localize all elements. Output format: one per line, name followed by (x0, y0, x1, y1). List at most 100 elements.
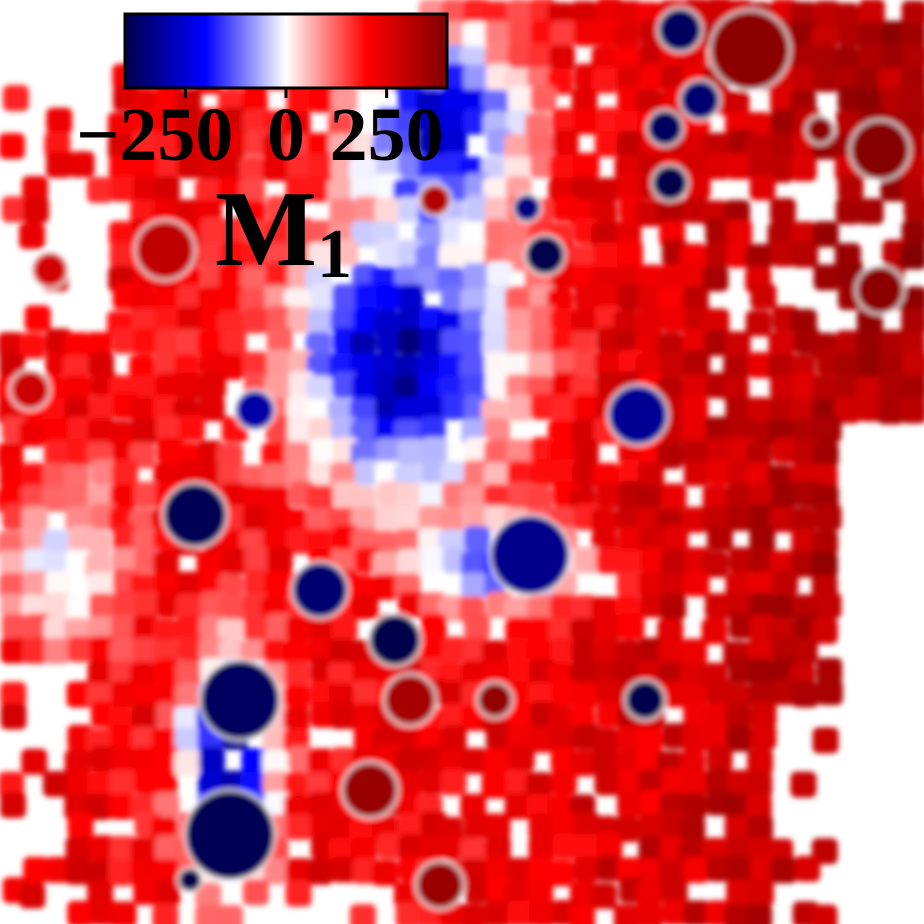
map-pixel (617, 790, 644, 817)
map-pixel (681, 638, 708, 665)
map-pixel (0, 530, 24, 557)
map-pixel (242, 505, 269, 532)
map-pixel (21, 506, 48, 533)
map-pixel (725, 704, 752, 731)
map-pixel (682, 395, 709, 422)
map-pixel (354, 283, 381, 310)
map-pixel (154, 131, 181, 158)
map-pixel (198, 769, 225, 796)
map-pixel (484, 747, 511, 774)
map-pixel (352, 593, 379, 620)
map-pixel (727, 856, 754, 883)
map-pixel (130, 837, 157, 864)
map-island (184, 789, 276, 881)
map-pixel (440, 87, 467, 114)
map-pixel (682, 439, 709, 466)
map-pixel (308, 417, 335, 444)
map-pixel (901, 220, 924, 247)
map-pixel (353, 702, 380, 729)
map-pixel (354, 459, 381, 486)
map-pixel (265, 416, 292, 443)
map-pixel (420, 547, 447, 574)
map-pixel (442, 393, 469, 420)
map-pixel (484, 373, 511, 400)
map-pixel (173, 750, 200, 777)
map-pixel (376, 239, 403, 266)
map-pixel (900, 397, 924, 424)
map-pixel (286, 527, 313, 554)
map-pixel (529, 900, 556, 924)
map-pixel (569, 750, 596, 777)
map-pixel (131, 374, 158, 401)
map-pixel (792, 43, 819, 70)
map-pixel (218, 595, 245, 622)
map-pixel (352, 857, 379, 884)
map-pixel (177, 152, 204, 179)
map-pixel (724, 683, 751, 710)
map-pixel (221, 482, 248, 509)
map-pixel (287, 460, 314, 487)
map-pixel (154, 659, 181, 686)
map-pixel (351, 220, 378, 247)
map-pixel (551, 812, 578, 839)
map-pixel (173, 706, 200, 733)
map-pixel (504, 133, 531, 160)
map-pixel (812, 441, 839, 468)
map-pixel (263, 858, 290, 885)
map-pixel (155, 570, 182, 597)
map-pixel (130, 683, 157, 710)
map-pixel (153, 792, 180, 819)
map-pixel (506, 0, 533, 26)
map-pixel (66, 769, 93, 796)
map-pixel (222, 129, 249, 156)
map-pixel (837, 174, 864, 201)
map-pixel (724, 815, 751, 842)
map-pixel (551, 328, 578, 355)
map-pixel (241, 484, 268, 511)
map-pixel (418, 0, 445, 26)
map-pixel (110, 175, 137, 202)
map-pixel (791, 594, 818, 621)
map-pixel (461, 660, 488, 687)
map-pixel (45, 592, 72, 619)
map-pixel (790, 771, 817, 798)
map-pixel (307, 748, 334, 775)
map-island (134, 219, 196, 281)
map-pixel (484, 21, 511, 48)
map-pixel (350, 419, 377, 446)
map-pixel (129, 288, 156, 315)
map-pixel (530, 305, 557, 332)
map-pixel (419, 416, 446, 443)
map-pixel (726, 879, 753, 906)
map-pixel (156, 151, 183, 178)
map-pixel (460, 331, 487, 358)
map-pixel (616, 505, 643, 532)
map-pixel (24, 305, 51, 332)
map-pixel (438, 243, 465, 270)
map-pixel (704, 703, 731, 730)
map-pixel (595, 350, 622, 377)
map-pixel (397, 438, 424, 465)
map-pixel (726, 153, 753, 180)
map-pixel (747, 352, 774, 379)
map-pixel (349, 904, 376, 924)
map-pixel (153, 198, 180, 225)
map-pixel (460, 309, 487, 336)
map-pixel (90, 459, 117, 486)
map-pixel (616, 131, 643, 158)
map-pixel (222, 547, 249, 574)
map-pixel (131, 110, 158, 137)
map-pixel (262, 727, 289, 754)
map-pixel (596, 855, 623, 882)
map-pixel (815, 504, 842, 531)
map-pixel (815, 416, 842, 443)
map-pixel (240, 639, 267, 666)
map-pixel (571, 682, 598, 709)
map-pixel (530, 393, 557, 420)
map-pixel (813, 264, 840, 291)
map-pixel (528, 813, 555, 840)
map-pixel (484, 901, 511, 924)
map-pixel (508, 19, 535, 46)
map-pixel (637, 858, 664, 885)
map-pixel (551, 108, 578, 135)
